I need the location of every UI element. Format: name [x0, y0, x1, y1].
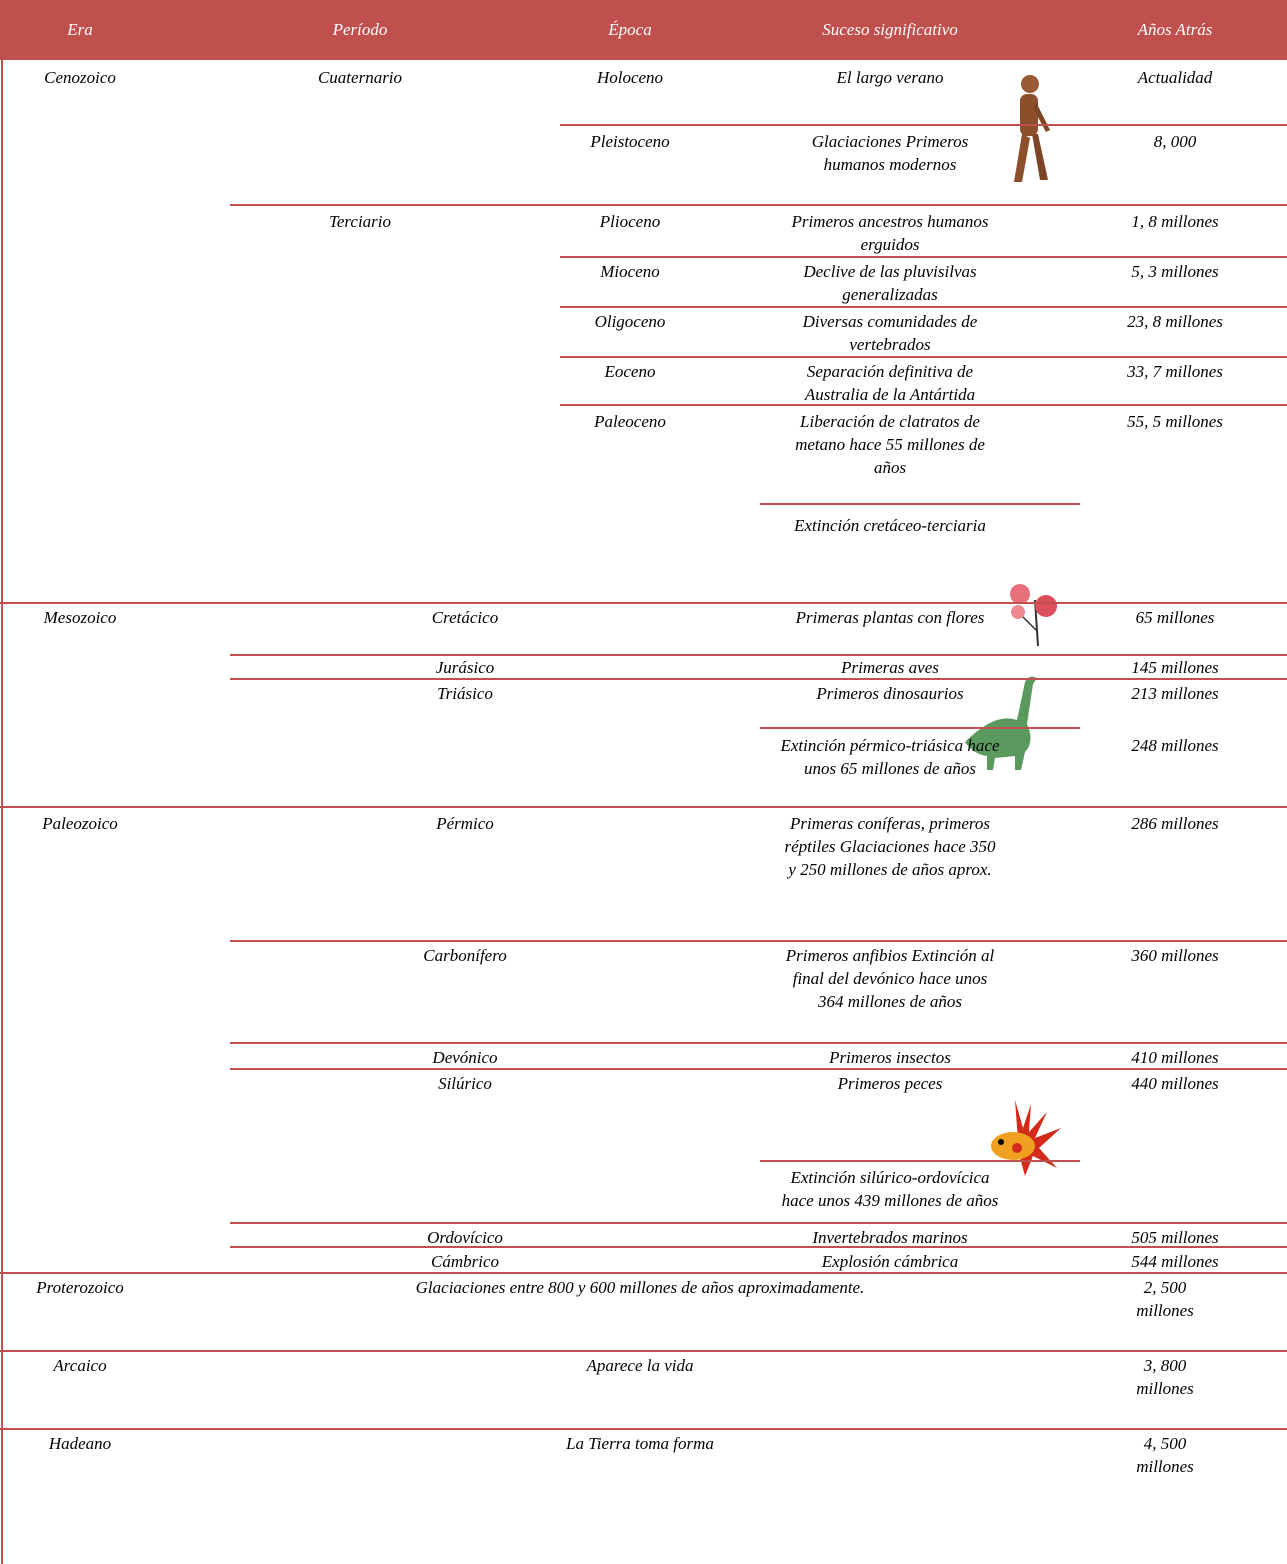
row-divider	[230, 1042, 1287, 1044]
event: Glaciaciones entre 800 y 600 millones de…	[415, 1278, 865, 1297]
years-ago: 33, 7 millones	[1127, 362, 1223, 381]
years-ago: 2, 500 millones	[1136, 1278, 1194, 1320]
years-ago: 360 millones	[1131, 946, 1219, 965]
row-divider	[0, 602, 1287, 604]
column-header: Suceso significativo	[822, 20, 958, 39]
years-ago: 440 millones	[1131, 1074, 1219, 1093]
era-name: Mesozoico	[43, 608, 117, 627]
years-ago: 505 millones	[1131, 1228, 1219, 1247]
row-divider	[0, 1272, 1287, 1274]
event: Explosión cámbrica	[821, 1252, 959, 1271]
row-divider	[0, 1428, 1287, 1430]
event: Primeros insectos	[829, 1048, 951, 1067]
row-divider	[230, 204, 1287, 206]
event: Primeras aves	[841, 658, 939, 677]
epoch-name: Mioceno	[600, 262, 660, 281]
left-border	[1, 60, 3, 1564]
row-divider	[560, 404, 1287, 406]
epoch-name: Holoceno	[596, 68, 664, 87]
row-divider	[230, 940, 1287, 942]
years-ago: 410 millones	[1131, 1048, 1219, 1067]
years-ago: 248 millones	[1131, 736, 1219, 755]
era-name: Arcaico	[53, 1356, 107, 1375]
period-name: Jurásico	[435, 658, 495, 677]
years-ago: 23, 8 millones	[1127, 312, 1223, 331]
event: Diversas comunidades de vertebrados	[802, 312, 978, 354]
row-divider	[560, 356, 1287, 358]
human-icon	[1014, 75, 1050, 182]
extinction-event: Extinción pérmico-triásica hace unos 65 …	[780, 736, 1000, 778]
period-name: Cámbrico	[431, 1252, 499, 1271]
column-header: Era	[67, 20, 93, 39]
flower-icon	[1010, 584, 1057, 647]
row-divider	[760, 727, 1080, 729]
event: Primeros peces	[837, 1074, 943, 1093]
period-name: Triásico	[437, 684, 493, 703]
event: El largo verano	[836, 68, 944, 87]
period-name: Silúrico	[438, 1074, 492, 1093]
epoch-name: Oligoceno	[594, 312, 666, 331]
extinction-event: Extinción silúrico-ordovícica hace unos …	[781, 1168, 999, 1210]
era-name: Proterozoico	[36, 1278, 124, 1297]
years-ago: 55, 5 millones	[1127, 412, 1223, 431]
years-ago: 145 millones	[1131, 658, 1219, 677]
epoch-name: Eoceno	[604, 362, 656, 381]
event: Glaciaciones Primeros humanos modernos	[811, 132, 969, 174]
era-name: Hadeano	[48, 1434, 112, 1453]
period-name: Cuaternario	[317, 68, 403, 87]
period-name: Ordovícico	[427, 1228, 503, 1247]
event: La Tierra toma forma	[566, 1434, 714, 1453]
row-divider	[760, 1160, 1080, 1162]
row-divider	[560, 124, 1287, 126]
epoch-name: Paleoceno	[594, 412, 666, 431]
event: Primeros ancestros humanos erguidos	[791, 212, 989, 254]
years-ago: 4, 500 millones	[1136, 1434, 1194, 1476]
era-name: Paleozoico	[42, 814, 118, 833]
period-name: Pérmico	[436, 814, 494, 833]
event: Primeras plantas con flores	[795, 608, 985, 627]
era-name: Cenozoico	[44, 68, 116, 87]
row-divider	[230, 654, 1287, 656]
years-ago: 286 millones	[1131, 814, 1219, 833]
row-divider	[230, 678, 1287, 680]
event: Declive de las pluvisilvas generalizadas	[803, 262, 977, 304]
period-name: Devónico	[432, 1048, 498, 1067]
years-ago: 3, 800 millones	[1136, 1356, 1194, 1398]
event: Primeros dinosaurios	[816, 684, 964, 703]
row-divider	[760, 503, 1080, 505]
fish-icon	[991, 1100, 1061, 1176]
period-name: Terciario	[328, 212, 392, 231]
years-ago: 544 millones	[1131, 1252, 1219, 1271]
years-ago: 5, 3 millones	[1131, 262, 1219, 281]
epoch-name: Pleistoceno	[590, 132, 670, 151]
event: Liberación de clatratos de metano hace 5…	[795, 412, 985, 477]
column-header: Época	[608, 20, 652, 39]
row-divider	[230, 1246, 1287, 1248]
epoch-name: Plioceno	[599, 212, 661, 231]
years-ago: 8, 000	[1153, 132, 1197, 151]
column-header: Período	[332, 20, 388, 39]
period-name: Cretácico	[431, 608, 499, 627]
column-header: Años Atrás	[1137, 20, 1213, 39]
years-ago: Actualidad	[1137, 68, 1213, 87]
header-band	[0, 0, 1287, 60]
row-divider	[0, 1350, 1287, 1352]
row-divider	[0, 806, 1287, 808]
row-divider	[560, 306, 1287, 308]
years-ago: 213 millones	[1131, 684, 1219, 703]
extinction-event: Extinción cretáceo-terciaria	[794, 516, 986, 535]
years-ago: 1, 8 millones	[1131, 212, 1219, 231]
row-divider	[230, 1222, 1287, 1224]
dinosaur-icon	[965, 676, 1037, 770]
event: Primeros anfibios Extinción al final del…	[785, 946, 995, 1011]
years-ago: 65 millones	[1135, 608, 1215, 627]
event: Aparece la vida	[586, 1356, 694, 1375]
row-divider	[230, 1068, 1287, 1070]
row-divider	[560, 256, 1287, 258]
period-name: Carbonífero	[423, 946, 507, 965]
event: Separación definitiva de Australia de la…	[804, 362, 976, 404]
event: Invertebrados marinos	[812, 1228, 968, 1247]
event: Primeras coníferas, primeros réptiles Gl…	[784, 814, 996, 879]
